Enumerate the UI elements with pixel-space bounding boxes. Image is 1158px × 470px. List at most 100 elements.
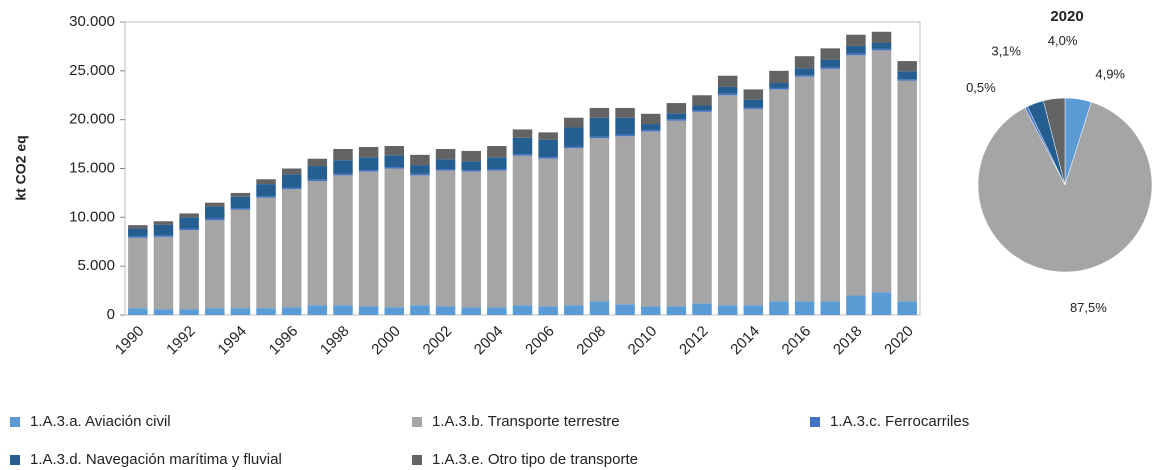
bar-segment — [589, 107, 610, 118]
bar-segment — [205, 206, 225, 219]
pie-slice — [977, 101, 1153, 273]
bar-segment — [743, 108, 764, 306]
bar-segment — [384, 146, 405, 156]
bar-segment — [769, 87, 789, 90]
bar-segment — [333, 175, 353, 306]
bar-segment — [230, 209, 251, 309]
legend-label: 1.A.3.a. Aviación civil — [30, 413, 171, 430]
bar-segment — [589, 136, 610, 139]
bar-segment — [256, 184, 276, 197]
bar-segment — [769, 83, 789, 88]
bar-segment — [333, 148, 353, 161]
bar-segment — [179, 230, 199, 310]
bar-segment — [538, 306, 558, 315]
bar-segment — [307, 166, 328, 180]
bar-segment — [256, 196, 276, 198]
y-tick-label: 5.000 — [77, 257, 115, 274]
bar-segment — [128, 308, 148, 315]
bar-segment — [897, 71, 917, 80]
bar-segment — [256, 197, 276, 309]
bar-segment — [846, 34, 866, 46]
bar-segment — [487, 170, 507, 308]
bar-segment — [564, 305, 584, 315]
bar-segment — [640, 131, 661, 307]
bar-segment — [692, 110, 712, 112]
bar-segment — [666, 113, 687, 120]
legend-swatch — [412, 455, 422, 465]
bar-segment — [666, 120, 687, 307]
bar-segment — [615, 107, 635, 118]
bar-segment — [564, 117, 584, 128]
bar-segment — [615, 117, 635, 135]
bar-segment — [692, 111, 712, 304]
bar-segment — [358, 147, 379, 158]
bar-segment — [589, 301, 610, 315]
bar-segment — [717, 305, 738, 315]
bar-segment — [897, 79, 917, 81]
bar-segment — [820, 301, 840, 315]
bar-segment — [487, 307, 507, 315]
y-tick-label: 15.000 — [69, 159, 115, 176]
bar-segment — [717, 93, 738, 96]
bar-segment — [743, 99, 764, 108]
bar-segment — [820, 48, 840, 60]
pie-value-label: 3,1% — [991, 43, 1021, 58]
bar-segment — [769, 70, 789, 84]
bar-segment — [128, 228, 148, 237]
bar-segment — [538, 132, 558, 140]
bar-segment — [615, 136, 635, 305]
bar-segment — [666, 103, 687, 114]
bar-segment — [281, 189, 302, 308]
legend-label: 1.A.3.e. Otro tipo de transporte — [432, 451, 638, 468]
bar-segment — [615, 134, 635, 137]
bar-segment — [794, 75, 815, 77]
bar-segment — [410, 165, 430, 174]
bar-segment — [461, 150, 481, 162]
bar-segment — [307, 158, 328, 167]
x-tick-label: 1994 — [214, 323, 250, 359]
bar-segment — [564, 147, 584, 306]
x-tick-label: 2010 — [625, 323, 661, 359]
bar-segment — [281, 168, 302, 175]
y-tick-label: 20.000 — [69, 111, 115, 128]
bar-segment — [435, 170, 456, 307]
pie-value-label: 4,9% — [1095, 67, 1125, 82]
x-tick-label: 2020 — [881, 323, 917, 359]
bar-segment — [153, 309, 174, 315]
x-tick-label: 2002 — [420, 323, 456, 359]
bar-segment — [871, 50, 892, 293]
x-tick-label: 1996 — [266, 323, 302, 359]
bar-segment — [846, 55, 866, 296]
bar-segment — [256, 308, 276, 315]
bar-segment — [640, 306, 661, 315]
bar-segment — [794, 56, 815, 69]
bar-segment — [153, 221, 174, 225]
bar-segment — [769, 301, 789, 315]
bar-segment — [230, 308, 251, 315]
x-tick-label: 2004 — [471, 323, 507, 359]
bar-segment — [461, 307, 481, 315]
pie-title: 2020 — [1050, 8, 1083, 25]
bar-segment — [692, 95, 712, 106]
bar-segment — [743, 305, 764, 315]
pie-value-label: 4,0% — [1048, 33, 1078, 48]
bar-segment — [538, 158, 558, 307]
bar-segment — [230, 192, 251, 197]
x-tick-label: 2016 — [779, 323, 815, 359]
x-tick-label: 2014 — [727, 323, 763, 359]
legend-swatch — [810, 417, 820, 427]
x-tick-label: 2012 — [676, 323, 712, 359]
bar-segment — [564, 127, 584, 147]
bar-segment — [820, 59, 840, 68]
bar-segment — [871, 292, 892, 315]
bar-segment — [794, 301, 815, 315]
bar-segment — [538, 139, 558, 158]
x-tick-label: 2006 — [522, 323, 558, 359]
bar-segment — [871, 48, 892, 51]
bar-segment — [615, 304, 635, 315]
bar-segment — [128, 237, 148, 309]
bar-segment — [564, 146, 584, 148]
bar-segment — [128, 236, 148, 238]
bar-segment — [769, 89, 789, 302]
bar-segment — [512, 129, 533, 138]
